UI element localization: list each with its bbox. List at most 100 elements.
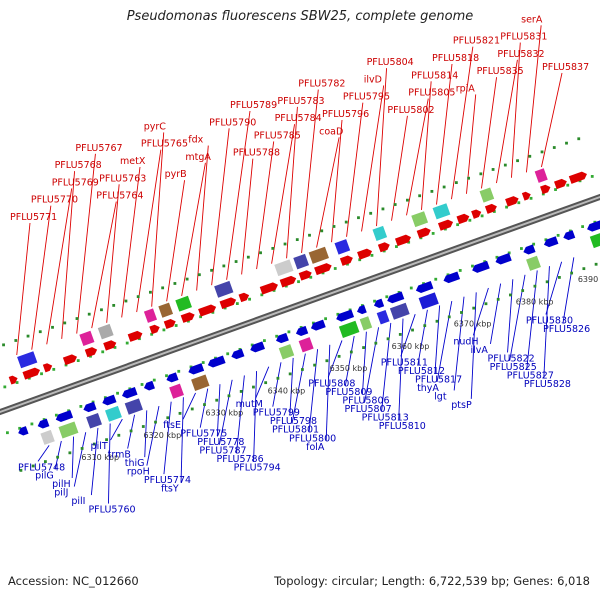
guide-dot: [395, 245, 398, 248]
leader-line: [271, 124, 296, 264]
guide-dot: [423, 324, 427, 328]
reverse-gene-label: PFLU5828: [524, 379, 571, 390]
reverse-gene-label: PFLU5778: [197, 437, 244, 448]
guide-dot: [460, 311, 463, 314]
guide-dot: [63, 321, 67, 325]
reverse-gene-label: ftsY: [161, 484, 179, 495]
feature-box: [411, 211, 429, 228]
guide-dot: [271, 246, 275, 250]
leader-line: [470, 292, 477, 399]
leader-line: [108, 423, 111, 504]
leader-line: [526, 25, 542, 173]
guide-dot: [382, 249, 386, 253]
leader-line: [472, 287, 489, 336]
guide-dot: [544, 238, 548, 242]
guide-dot: [337, 354, 341, 358]
leader-line: [436, 63, 453, 205]
reverse-gene-arrow: [472, 260, 490, 273]
guide-dot: [214, 356, 217, 360]
guide-dot: [411, 328, 414, 332]
forward-gene-label: PFLU5805: [408, 88, 455, 99]
leader-line: [136, 149, 162, 313]
guide-dot: [374, 341, 378, 345]
guide-dot: [161, 286, 165, 290]
forward-gene-arrow: [416, 227, 431, 239]
reverse-gene-label: pilI: [71, 496, 85, 507]
leader-line: [496, 59, 518, 184]
guide-dot: [533, 284, 537, 288]
guide-dot: [234, 260, 238, 263]
reverse-gene-arrow: [83, 401, 97, 413]
guide-dot: [252, 385, 255, 389]
guide-dot: [362, 346, 365, 349]
reverse-gene-arrow: [373, 298, 385, 309]
guide-dot: [199, 315, 203, 319]
reverse-gene-label: PFLU5826: [543, 324, 590, 335]
leader-line: [37, 445, 50, 462]
feature-box: [58, 421, 79, 439]
feature-box: [479, 187, 495, 203]
guide-dot: [100, 308, 103, 312]
guide-dot: [30, 422, 34, 426]
guide-dot: [407, 240, 411, 244]
guide-dot: [471, 264, 474, 268]
guide-dot: [259, 251, 262, 255]
guide-dot: [320, 229, 324, 233]
guide-dot: [409, 286, 413, 290]
reverse-gene-label: PFLU5810: [379, 421, 426, 432]
forward-gene-label: PFLU5788: [233, 148, 280, 159]
reverse-gene-arrow: [207, 355, 226, 368]
forward-gene-arrow: [238, 292, 250, 303]
forward-gene-arrow: [521, 191, 531, 201]
leader-line: [180, 397, 184, 483]
forward-gene-label: PFLU5768: [55, 160, 102, 171]
guide-dot: [484, 302, 488, 306]
guide-dot: [541, 192, 545, 196]
guide-dot: [520, 247, 523, 250]
leader-line: [196, 145, 209, 291]
reverse-gene-label: PFLU5817: [415, 374, 462, 385]
reverse-gene-arrow: [415, 281, 434, 294]
guide-dot: [264, 381, 268, 385]
guide-dot: [197, 273, 201, 277]
guide-dot: [54, 413, 58, 417]
forward-gene-arrow: [163, 318, 176, 329]
guide-dot: [386, 337, 390, 341]
leader-line: [163, 401, 172, 475]
reverse-gene-arrow: [143, 380, 155, 391]
forward-gene-arrow: [219, 297, 237, 309]
reverse-gene-label: PFLU5830: [526, 315, 573, 326]
guide-dot: [125, 341, 129, 345]
guide-dot: [435, 319, 439, 323]
guide-dot: [128, 387, 132, 391]
guide-dot: [101, 350, 105, 354]
reverse-gene-arrow: [587, 220, 600, 232]
forward-gene-arrow: [180, 312, 195, 323]
reverse-gene-arrow: [166, 372, 179, 383]
guide-dot: [540, 150, 544, 154]
reverse-gene-arrow: [276, 332, 289, 344]
forward-gene-label: PFLU5767: [75, 143, 122, 154]
reverse-gene-arrow: [495, 252, 512, 265]
guide-dot: [443, 227, 447, 231]
forward-gene-label: rpiA: [456, 83, 476, 94]
forward-gene-label: PFLU5765: [141, 139, 188, 150]
kbp-tick-label: 6390 kbp: [578, 275, 600, 284]
reverse-gene-label: rpoH: [127, 467, 150, 478]
feature-box: [432, 203, 451, 220]
leader-line: [199, 388, 209, 428]
leader-line: [398, 318, 404, 420]
guide-dot: [299, 326, 303, 329]
guide-dot: [297, 280, 300, 284]
leader-line: [301, 89, 319, 253]
guide-dot: [418, 194, 422, 198]
leader-line: [421, 81, 432, 211]
guide-dot: [165, 374, 168, 378]
reverse-gene-label: trmB: [108, 450, 131, 461]
accession-text: Accession: NC_012660: [8, 574, 139, 588]
reverse-gene-arrow: [523, 244, 536, 255]
guide-dot: [14, 339, 18, 342]
forward-gene-arrow: [22, 367, 41, 380]
guide-dot: [226, 352, 230, 356]
feature-box: [86, 413, 102, 429]
